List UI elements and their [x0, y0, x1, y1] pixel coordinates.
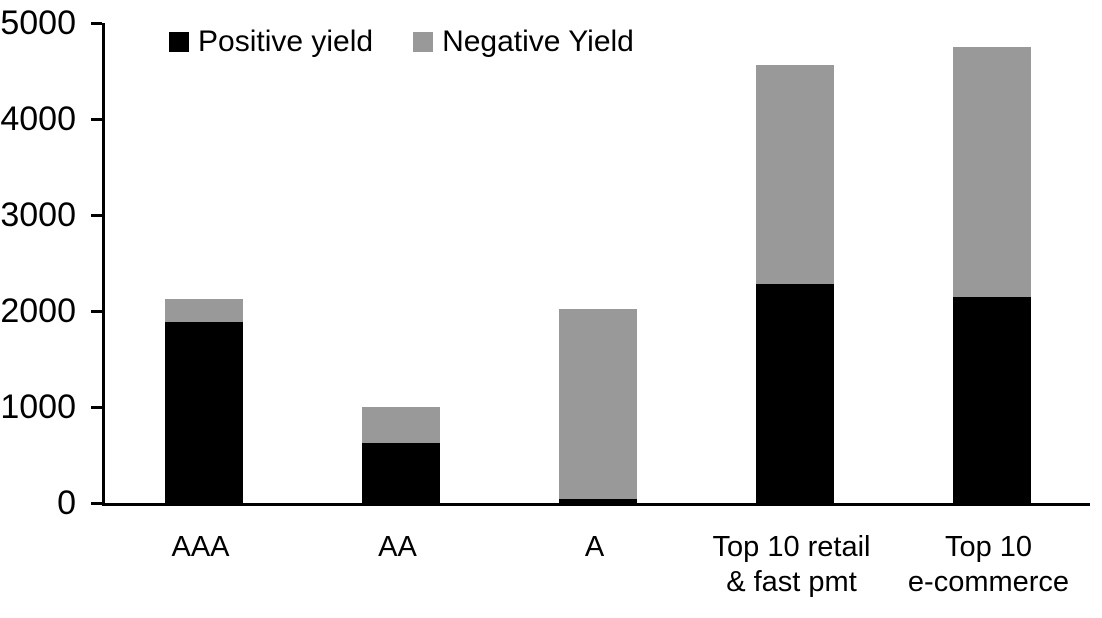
x-category-label: AAA — [171, 531, 230, 563]
negative-yield-swatch-icon — [413, 32, 434, 52]
bar-slot — [302, 23, 499, 503]
positive-yield-swatch-icon — [169, 32, 189, 52]
y-axis: 0 1000 2000 3000 4000 5000 — [0, 6, 78, 520]
legend-label-negative-yield: Negative Yield — [442, 25, 634, 58]
y-tick-mark — [91, 309, 102, 313]
bar-segment — [952, 47, 1031, 297]
x-category-label: Top 10 e-commerce — [907, 531, 1070, 598]
legend-label-positive-yield: Positive yield — [198, 25, 374, 58]
plot-area: Positive yield Negative Yield — [91, 21, 1090, 506]
bar-segment — [164, 321, 243, 503]
legend-item-negative-yield: Negative Yield — [413, 25, 634, 59]
bars — [105, 23, 1090, 503]
bar-slot — [893, 23, 1090, 503]
legend-item-positive-yield: Positive yield — [169, 25, 373, 59]
y-tick-label: 2000 — [0, 292, 76, 330]
bar-slot — [696, 23, 893, 503]
bar-segment — [558, 309, 637, 500]
y-tick-mark — [91, 117, 102, 121]
stacked-bar — [361, 407, 440, 503]
stacked-bar — [952, 47, 1031, 503]
y-tick-mark — [91, 501, 102, 505]
bar-segment — [164, 299, 243, 322]
bar-segment — [755, 65, 834, 285]
y-tick-label: 5000 — [0, 4, 76, 42]
x-category-label: Top 10 retail & fast pmt — [712, 531, 871, 598]
bar-slot — [499, 23, 696, 503]
stacked-bar — [164, 299, 243, 503]
y-tick-label: 4000 — [0, 100, 76, 138]
x-axis-labels: AAA AA A Top 10 retail & fast pmt Top 10 e-com… — [102, 530, 1087, 600]
y-tick-mark — [91, 21, 102, 25]
bar-segment — [952, 296, 1031, 503]
y-tick-label: 3000 — [0, 196, 76, 234]
x-category-label: AA — [378, 531, 417, 563]
x-category-label: A — [584, 531, 605, 563]
stacked-bar — [755, 65, 834, 503]
y-tick-label: 0 — [57, 484, 76, 522]
bar-segment — [361, 407, 440, 443]
bar-segment — [361, 443, 440, 503]
bar-segment — [558, 499, 637, 503]
bar-segment — [755, 284, 834, 503]
bar-slot — [105, 23, 302, 503]
stacked-bar — [558, 309, 637, 503]
y-tick-mark — [91, 405, 102, 409]
y-tick-label: 1000 — [0, 388, 76, 426]
legend: Positive yield Negative Yield — [169, 25, 634, 59]
y-tick-mark — [91, 213, 102, 217]
